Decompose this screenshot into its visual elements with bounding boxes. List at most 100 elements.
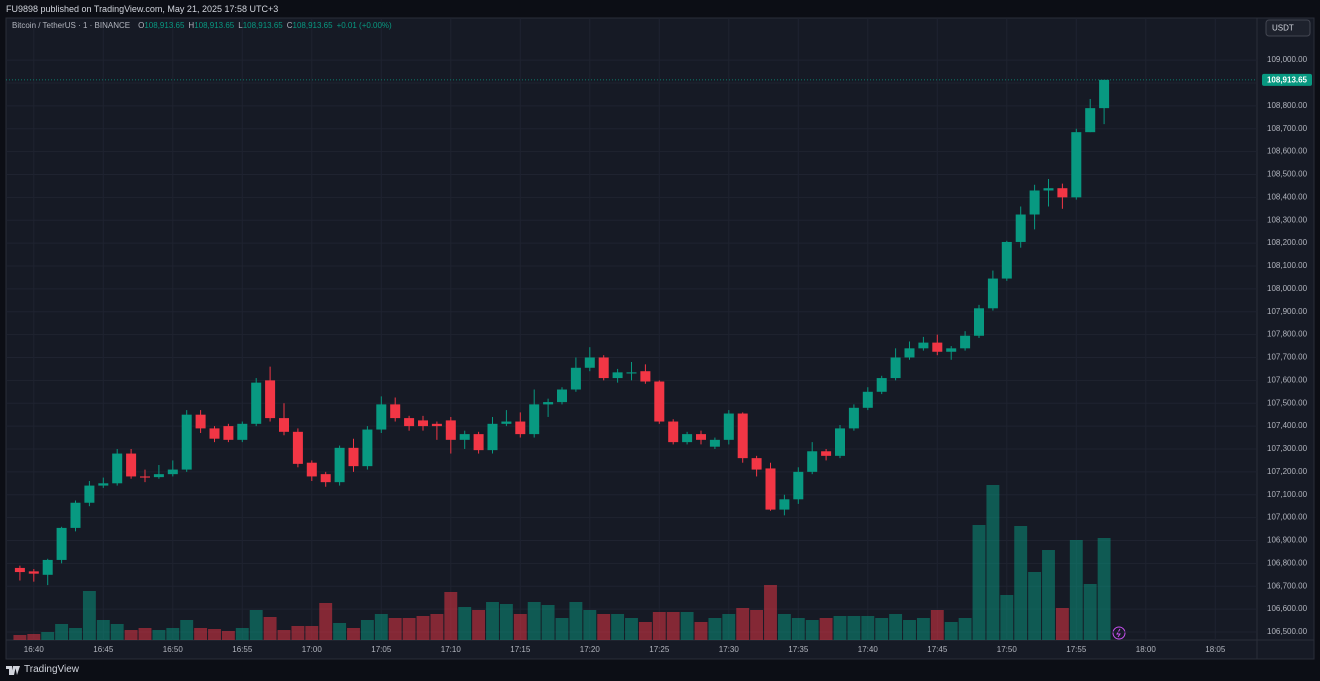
x-tick-label: 17:30	[719, 645, 740, 654]
x-tick-label: 16:55	[232, 645, 253, 654]
legend: Bitcoin / TetherUS · 1 · BINANCE O108,913…	[12, 21, 392, 30]
volume-bar	[861, 616, 875, 640]
volume-bar	[27, 634, 41, 640]
x-tick-label: 17:20	[580, 645, 601, 654]
volume-bar	[625, 618, 638, 640]
volume-bar	[638, 622, 652, 640]
candle-body	[167, 469, 178, 475]
volume-bar	[1028, 572, 1042, 640]
candle-body	[737, 413, 748, 459]
candle-body	[598, 357, 609, 379]
volume-bar	[486, 602, 499, 640]
y-tick-label: 107,300.00	[1267, 444, 1308, 453]
candle-body	[973, 308, 985, 336]
volume-bar	[1014, 526, 1028, 640]
volume-bar	[110, 624, 124, 640]
volume-bar	[652, 612, 666, 640]
candle-body	[376, 404, 387, 430]
x-tick-label: 17:50	[997, 645, 1018, 654]
ohlc-value: 108,913.65	[194, 21, 235, 30]
candle-body	[362, 429, 373, 467]
candle-body	[862, 391, 873, 408]
volume-bar	[875, 618, 889, 640]
x-tick-label: 17:10	[441, 645, 462, 654]
y-tick-label: 108,300.00	[1267, 215, 1308, 224]
candle-body	[529, 404, 540, 435]
x-tick-label: 17:40	[858, 645, 879, 654]
candle-body	[223, 426, 234, 440]
candle-body	[56, 527, 67, 560]
volume-bar	[750, 610, 764, 640]
candle-body	[265, 380, 276, 419]
grid	[6, 18, 1257, 640]
volume-bar	[583, 610, 597, 640]
volume-bar	[166, 628, 180, 640]
candle-body	[404, 418, 415, 427]
y-tick-label: 108,000.00	[1267, 284, 1308, 293]
candle-body	[126, 453, 137, 477]
volume-bar	[430, 614, 444, 640]
candle-body	[960, 335, 971, 349]
volume-bar	[360, 620, 374, 640]
last-price-box	[1262, 73, 1312, 86]
candle-body	[918, 342, 929, 349]
x-tick-label: 17:15	[510, 645, 531, 654]
volume-bar	[305, 626, 319, 640]
candle-body	[1057, 188, 1068, 198]
y-tick-label: 107,700.00	[1267, 353, 1308, 362]
candle-body	[904, 348, 915, 358]
candle-body	[807, 451, 818, 472]
candle-body	[431, 423, 442, 427]
footer-brand: TradingView	[24, 664, 80, 675]
volume-bar	[458, 607, 472, 640]
volume-bar	[1083, 584, 1097, 640]
y-tick-label: 107,600.00	[1267, 375, 1308, 384]
volume-bar	[708, 618, 722, 640]
flash-icon[interactable]	[1112, 626, 1126, 640]
candle-body	[139, 476, 151, 478]
volume-bar	[791, 618, 805, 640]
candle-body	[654, 381, 665, 422]
candle-body	[14, 567, 25, 573]
y-tick-label: 107,500.00	[1267, 398, 1308, 407]
x-tick-label: 18:05	[1205, 645, 1226, 654]
candle-body	[473, 434, 484, 451]
candle-body	[501, 421, 512, 424]
volume-bar	[513, 614, 527, 640]
candle-body	[612, 372, 623, 379]
currency-box[interactable]	[1265, 19, 1311, 37]
volume-bar	[916, 618, 930, 640]
candle-body	[251, 382, 262, 424]
volume-bar	[555, 618, 569, 640]
candle-body	[42, 559, 53, 575]
volume-bar	[833, 616, 847, 640]
candle-body	[793, 471, 804, 500]
candle-body	[556, 389, 568, 403]
volume-bar	[472, 610, 486, 640]
y-tick-label: 106,800.00	[1267, 558, 1308, 567]
volume-bar	[889, 614, 903, 640]
currency-label[interactable]: USDT	[1272, 24, 1294, 33]
volume-bar	[1097, 538, 1111, 640]
volume-bar	[666, 612, 680, 640]
candle-body	[153, 474, 164, 478]
x-tick-label: 16:50	[163, 645, 184, 654]
tv-logo	[6, 665, 20, 675]
candle-body	[237, 423, 248, 440]
volume-bar	[138, 628, 152, 640]
y-tick-label: 106,700.00	[1267, 581, 1308, 590]
candle-body	[848, 407, 859, 429]
y-tick-label: 108,600.00	[1267, 147, 1308, 156]
x-tick-label: 18:00	[1136, 645, 1157, 654]
candle-body	[84, 485, 95, 503]
y-tick-label: 107,100.00	[1267, 490, 1308, 499]
volume-bar	[722, 614, 736, 640]
y-tick-label: 109,000.00	[1267, 55, 1308, 64]
y-tick-label: 107,400.00	[1267, 421, 1308, 430]
candle-body	[751, 458, 762, 470]
x-tick-label: 17:35	[788, 645, 809, 654]
volume-bar	[180, 620, 194, 640]
y-tick-label: 108,800.00	[1267, 101, 1308, 110]
volume-bar	[333, 623, 347, 640]
